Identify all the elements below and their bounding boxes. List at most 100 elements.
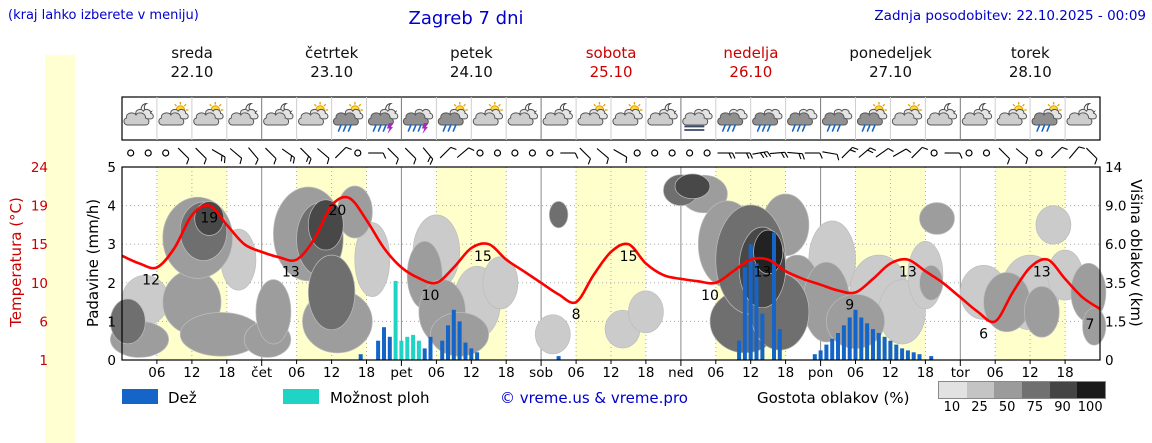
cloud-icon [647,108,678,126]
wind-barb-icon [787,151,805,160]
svg-text:sob: sob [529,365,553,381]
svg-text:tor: tor [951,365,971,381]
day-name: petek [450,44,493,62]
svg-text:06: 06 [568,365,585,381]
svg-text:6: 6 [39,314,48,330]
cloud-icon [158,108,189,126]
menu-hint: (kraj lahko izberete v meniju) [8,8,199,23]
wind-barb-icon [317,148,330,165]
cloud-icon [577,108,608,126]
wind-barb-icon [387,147,399,165]
svg-text:13: 13 [282,265,300,281]
wind-barb-icon [735,152,754,159]
wind-barb-icon [998,147,1011,165]
wind-barb-icon [281,148,295,164]
wind-barb-icon [1068,146,1085,159]
day-date: 22.10 [170,63,214,81]
cloud-axis-ticks: 14 9.0 6.0 3.5 1.5 0 [1105,160,1126,369]
rain-legend-swatch [122,389,158,404]
svg-text:12: 12 [1022,365,1039,381]
cloud-icon [891,108,923,126]
day-header-sreda: sreda 22.10 [122,44,262,82]
calm-wind-icon [685,149,694,157]
svg-text:10: 10 [31,276,48,292]
svg-text:pet: pet [390,365,412,381]
svg-text:13: 13 [753,265,771,281]
copyright-link[interactable]: © vreme.us & vreme.pro [500,389,688,407]
day-name: ponedeljek [849,44,932,62]
wind-barb-icon [334,146,352,159]
cloud-icon [368,108,399,126]
calm-wind-icon [982,149,991,157]
calm-wind-icon [476,149,484,157]
svg-text:18: 18 [1057,365,1074,381]
temp-axis-ticks: 24 19 15 10 6 1 [31,160,48,369]
temperature-value-labels: 12 19 13 20 10 15 8 15 10 13 9 13 6 13 7 [142,203,1094,343]
wind-barb-icon [841,146,859,159]
cloud-icon [996,108,1028,126]
day-name: četrtek [305,44,359,62]
cloud-icon [612,108,643,126]
svg-text:12: 12 [882,365,899,381]
cloud-icon [682,108,713,126]
wind-barb-icon [717,152,736,159]
cloud-icon [472,108,504,126]
svg-text:5: 5 [107,160,116,176]
showers-legend-swatch [283,389,319,404]
wind-barb-icon [613,149,628,164]
rain-icon [791,124,806,132]
svg-text:15: 15 [620,249,638,265]
precip-axis-title: Padavine (mm/h) [84,198,102,328]
day-date: 24.10 [449,63,493,81]
rain-icon [826,124,841,132]
day-date: 27.10 [869,63,913,81]
svg-text:4: 4 [107,199,116,215]
day-name: sobota [585,44,637,62]
cloud-density-scale-ticks: 10 25 50 75 90 100 [938,400,1104,415]
calm-wind-icon [546,149,554,157]
left-margin-band [45,55,75,443]
calm-wind-icon [144,149,152,157]
calm-wind-icon [528,149,537,157]
calm-wind-icon [162,149,170,157]
wind-barb-icon [265,147,277,165]
svg-text:1: 1 [39,353,48,369]
svg-text:12: 12 [742,365,759,381]
calm-wind-icon [651,149,659,157]
wind-barb-icon [211,149,226,164]
wind-barb-icon [1050,146,1068,159]
svg-text:0: 0 [1105,353,1114,369]
svg-text:čet: čet [251,365,272,381]
cloud-icon [752,108,783,126]
cloud-icon [1031,108,1062,126]
svg-text:12: 12 [142,272,160,288]
cloud-density-legend-label: Gostota oblakov (%) [757,389,910,407]
cloud-icon [123,108,154,126]
svg-text:9.0: 9.0 [1105,199,1126,215]
density-segment [939,382,967,398]
cloud-icon [961,108,993,126]
day-date: 28.10 [1008,63,1052,81]
cloud-icon [542,108,573,126]
density-segment [1022,382,1050,398]
svg-text:7: 7 [1086,317,1095,333]
svg-text:06: 06 [148,365,165,381]
svg-text:2: 2 [107,276,116,292]
svg-text:06: 06 [288,365,305,381]
svg-text:18: 18 [358,365,375,381]
cloud-icon [787,108,818,126]
svg-text:12: 12 [463,365,480,381]
wind-barb-icon [456,147,475,158]
wind-barb-icon [804,152,823,159]
shower-bars [393,280,421,360]
wind-barb-icon [560,152,579,159]
cloud-icon [298,108,329,126]
temperature-curve [121,195,1101,324]
wind-barb-icon [579,147,591,165]
day-date: 23.10 [310,63,354,81]
last-update-label: Zadnja posodobitev: 22.10.2025 - 00:09 [874,8,1146,24]
day-name: torek [1010,44,1050,62]
svg-text:15: 15 [31,237,48,253]
svg-text:3: 3 [107,237,116,253]
